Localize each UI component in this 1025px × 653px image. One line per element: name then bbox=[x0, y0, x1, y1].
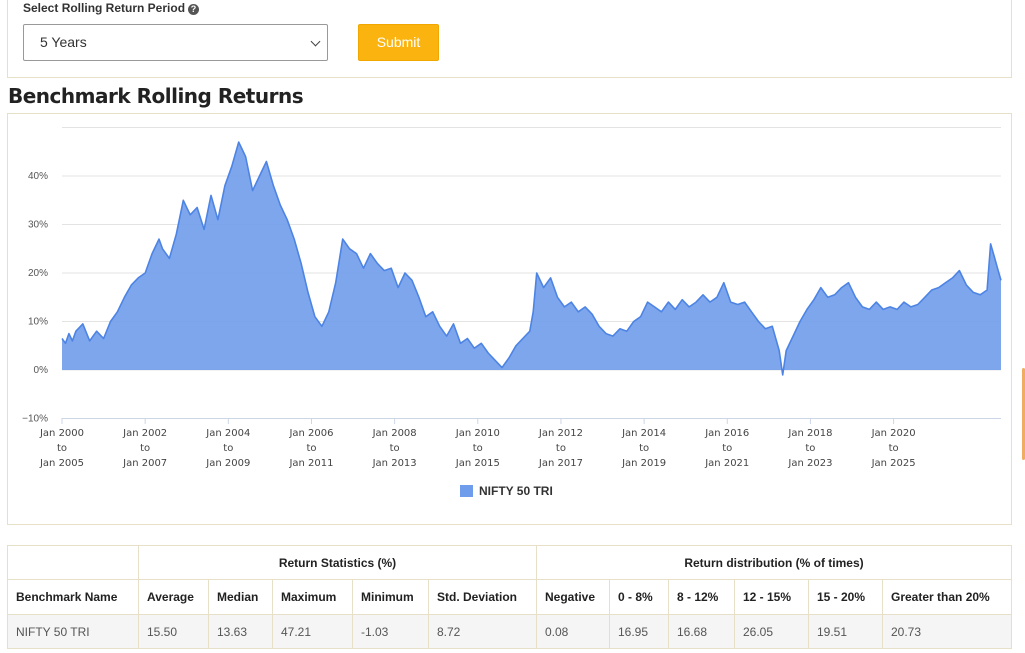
table-cell: 15.50 bbox=[138, 614, 209, 649]
x-tick-label: Jan 2009 bbox=[205, 458, 250, 469]
return-statistics-table: Return Statistics (%) Return distributio… bbox=[7, 545, 1012, 649]
period-select-value: 5 Years bbox=[40, 34, 87, 50]
table-header: 8 - 12% bbox=[668, 579, 735, 615]
table-header: Median bbox=[208, 579, 273, 615]
x-tick-label: Jan 2004 bbox=[205, 428, 250, 439]
scroll-indicator[interactable] bbox=[1022, 368, 1025, 460]
period-selector-panel: Select Rolling Return Period? 5 Years Su… bbox=[7, 0, 1012, 78]
x-tick-label: Jan 2017 bbox=[538, 458, 583, 469]
period-label: Select Rolling Return Period? bbox=[23, 1, 200, 15]
table-header: 12 - 15% bbox=[734, 579, 809, 615]
table-header: Minimum bbox=[352, 579, 429, 615]
table-header: 0 - 8% bbox=[609, 579, 669, 615]
x-tick-label: to bbox=[306, 443, 316, 454]
series-area-nifty-50-tri bbox=[62, 142, 1001, 375]
x-tick-label: to bbox=[722, 443, 732, 454]
x-tick-label: to bbox=[805, 443, 815, 454]
table-row: NIFTY 50 TRI 15.50 13.63 47.21 -1.03 8.7… bbox=[7, 614, 1012, 649]
y-axis: −10% 0% 10% 20% 30% 40% bbox=[22, 171, 48, 425]
legend-label[interactable]: NIFTY 50 TRI bbox=[479, 484, 553, 498]
table-header: Benchmark Name bbox=[7, 579, 139, 615]
x-tick-label: Jan 2016 bbox=[704, 428, 749, 439]
x-tick-label: Jan 2006 bbox=[288, 428, 333, 439]
table-cell: NIFTY 50 TRI bbox=[7, 614, 139, 649]
x-tick-label: Jan 2010 bbox=[455, 428, 500, 439]
table-header: Maximum bbox=[272, 579, 353, 615]
table-header: 15 - 20% bbox=[808, 579, 883, 615]
table-cell: 26.05 bbox=[734, 614, 809, 649]
chevron-down-icon bbox=[310, 36, 321, 47]
x-tick-label: to bbox=[556, 443, 566, 454]
x-tick-label: to bbox=[57, 443, 67, 454]
y-tick-label: 0% bbox=[34, 365, 49, 376]
y-tick-label: −10% bbox=[22, 414, 48, 425]
x-tick-label: Jan 2012 bbox=[538, 428, 583, 439]
x-tick-label: Jan 2013 bbox=[372, 458, 417, 469]
x-tick-label: to bbox=[140, 443, 150, 454]
table-cell: 0.08 bbox=[536, 614, 610, 649]
x-tick-label: Jan 2005 bbox=[39, 458, 84, 469]
rolling-returns-chart-panel: −10% 0% 10% 20% 30% 40% Jan 2000 to Jan 2005 Jan… bbox=[7, 113, 1012, 525]
table-header: Greater than 20% bbox=[882, 579, 1012, 615]
table-group-return-statistics: Return Statistics (%) bbox=[138, 545, 537, 580]
x-tick-label: Jan 2023 bbox=[787, 458, 832, 469]
x-tick-label: Jan 2021 bbox=[704, 458, 749, 469]
table-cell: 20.73 bbox=[882, 614, 1012, 649]
chart-legend[interactable]: NIFTY 50 TRI bbox=[460, 484, 553, 498]
period-select[interactable]: 5 Years bbox=[23, 24, 328, 61]
chart-area-layer bbox=[61, 141, 1002, 376]
x-tick-label: Jan 2000 bbox=[39, 428, 84, 439]
y-tick-label: 20% bbox=[28, 268, 48, 279]
table-header: Std. Deviation bbox=[428, 579, 537, 615]
x-tick-label: Jan 2007 bbox=[122, 458, 167, 469]
table-group-header-row: Return Statistics (%) Return distributio… bbox=[7, 545, 1012, 580]
table-cell: -1.03 bbox=[352, 614, 429, 649]
x-tick-label: to bbox=[889, 443, 899, 454]
x-tick-label: Jan 2015 bbox=[455, 458, 500, 469]
series-line-nifty-50-tri bbox=[61, 141, 1002, 376]
y-tick-label: 30% bbox=[28, 220, 48, 231]
x-tick-label: to bbox=[639, 443, 649, 454]
table-group-empty bbox=[7, 545, 139, 580]
section-title: Benchmark Rolling Returns bbox=[8, 84, 304, 108]
table-cell: 47.21 bbox=[272, 614, 353, 649]
table-cell: 16.68 bbox=[668, 614, 735, 649]
table-cell: 13.63 bbox=[208, 614, 273, 649]
help-icon[interactable]: ? bbox=[188, 4, 200, 15]
table-group-return-distribution: Return distribution (% of times) bbox=[536, 545, 1012, 580]
x-tick-label: Jan 2018 bbox=[787, 428, 832, 439]
x-tick-label: Jan 2025 bbox=[871, 458, 916, 469]
submit-button[interactable]: Submit bbox=[358, 24, 439, 61]
x-tick-label: to bbox=[473, 443, 483, 454]
table-header: Negative bbox=[536, 579, 610, 615]
x-tick-label: to bbox=[390, 443, 400, 454]
legend-swatch[interactable] bbox=[460, 485, 473, 497]
table-cell: 19.51 bbox=[808, 614, 883, 649]
x-tick-label: Jan 2011 bbox=[288, 458, 333, 469]
x-tick-label: Jan 2002 bbox=[122, 428, 167, 439]
x-tick-label: Jan 2014 bbox=[621, 428, 666, 439]
x-tick-label: to bbox=[223, 443, 233, 454]
y-tick-label: 40% bbox=[28, 171, 48, 182]
table-header-row: Benchmark Name Average Median Maximum Mi… bbox=[7, 579, 1012, 615]
x-axis: Jan 2000 to Jan 2005 Jan 2002 to Jan 2007 Jan … bbox=[39, 418, 916, 469]
x-tick-label: Jan 2020 bbox=[871, 428, 916, 439]
x-tick-label: Jan 2008 bbox=[372, 428, 417, 439]
y-tick-label: 10% bbox=[28, 317, 48, 328]
x-tick-label: Jan 2019 bbox=[621, 458, 666, 469]
table-header: Average bbox=[138, 579, 209, 615]
table-cell: 8.72 bbox=[428, 614, 537, 649]
table-cell: 16.95 bbox=[609, 614, 669, 649]
